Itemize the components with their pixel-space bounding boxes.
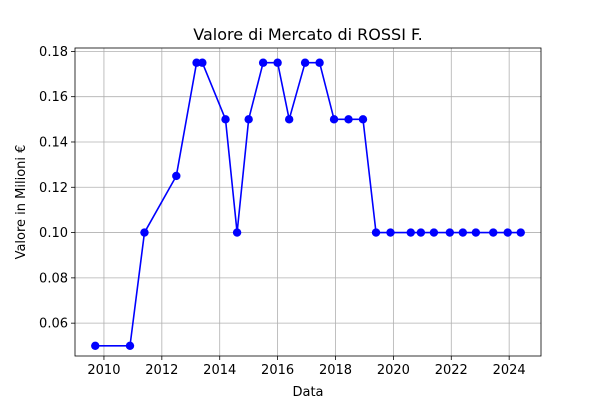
data-point: [358, 115, 368, 124]
plot-frame: [74, 47, 542, 357]
data-point: [232, 228, 242, 237]
axis-ticks: 2010 2012 2014 2016 2018 2020 2022 2024 0.06 0.08…: [39, 45, 526, 378]
y-tick-label: 0.10: [39, 226, 68, 241]
y-tick-label: 0.12: [39, 181, 68, 196]
data-point: [91, 341, 100, 351]
y-tick-label: 0.06: [39, 317, 68, 332]
data-point: [198, 58, 207, 67]
data-point: [273, 58, 282, 67]
data-point: [429, 228, 439, 237]
x-tick-label: 2020: [377, 363, 410, 378]
x-tick-label: 2024: [493, 363, 526, 378]
data-point: [386, 228, 395, 237]
grid: [75, 48, 541, 356]
data-point: [125, 341, 135, 351]
x-tick-label: 2014: [203, 363, 236, 378]
data-point: [489, 228, 498, 237]
data-point: [140, 228, 149, 237]
x-tick-label: 2018: [319, 363, 352, 378]
x-tick-label: 2016: [261, 363, 294, 378]
data-point: [244, 115, 253, 124]
data-point: [192, 58, 201, 67]
y-tick-label: 0.16: [39, 90, 68, 105]
data-point: [416, 228, 426, 237]
x-tick-label: 2010: [87, 363, 120, 378]
data-point: [221, 115, 230, 124]
data-point: [284, 115, 294, 124]
chart-title: Valore di Mercato di ROSSI F.: [193, 25, 422, 44]
y-tick-label: 0.14: [39, 135, 68, 150]
data-point: [344, 115, 353, 124]
data-point: [458, 228, 468, 237]
y-tick-label: 0.18: [39, 45, 68, 60]
data-point: [503, 228, 512, 237]
x-tick-label: 2012: [145, 363, 178, 378]
x-axis-label: Data: [292, 385, 323, 400]
data-point: [406, 228, 415, 237]
data-point: [300, 58, 310, 67]
data-point: [445, 228, 455, 237]
x-tick-label: 2022: [435, 363, 468, 378]
data-point: [471, 228, 481, 237]
data-point: [172, 171, 181, 181]
data-point: [516, 228, 525, 237]
data-point: [258, 58, 268, 67]
data-point: [371, 228, 381, 237]
series-layer: [91, 58, 525, 351]
y-axis-label: Valore in Milioni €: [14, 145, 29, 260]
data-point: [329, 115, 339, 124]
y-tick-label: 0.08: [39, 271, 68, 286]
data-point: [315, 58, 324, 67]
